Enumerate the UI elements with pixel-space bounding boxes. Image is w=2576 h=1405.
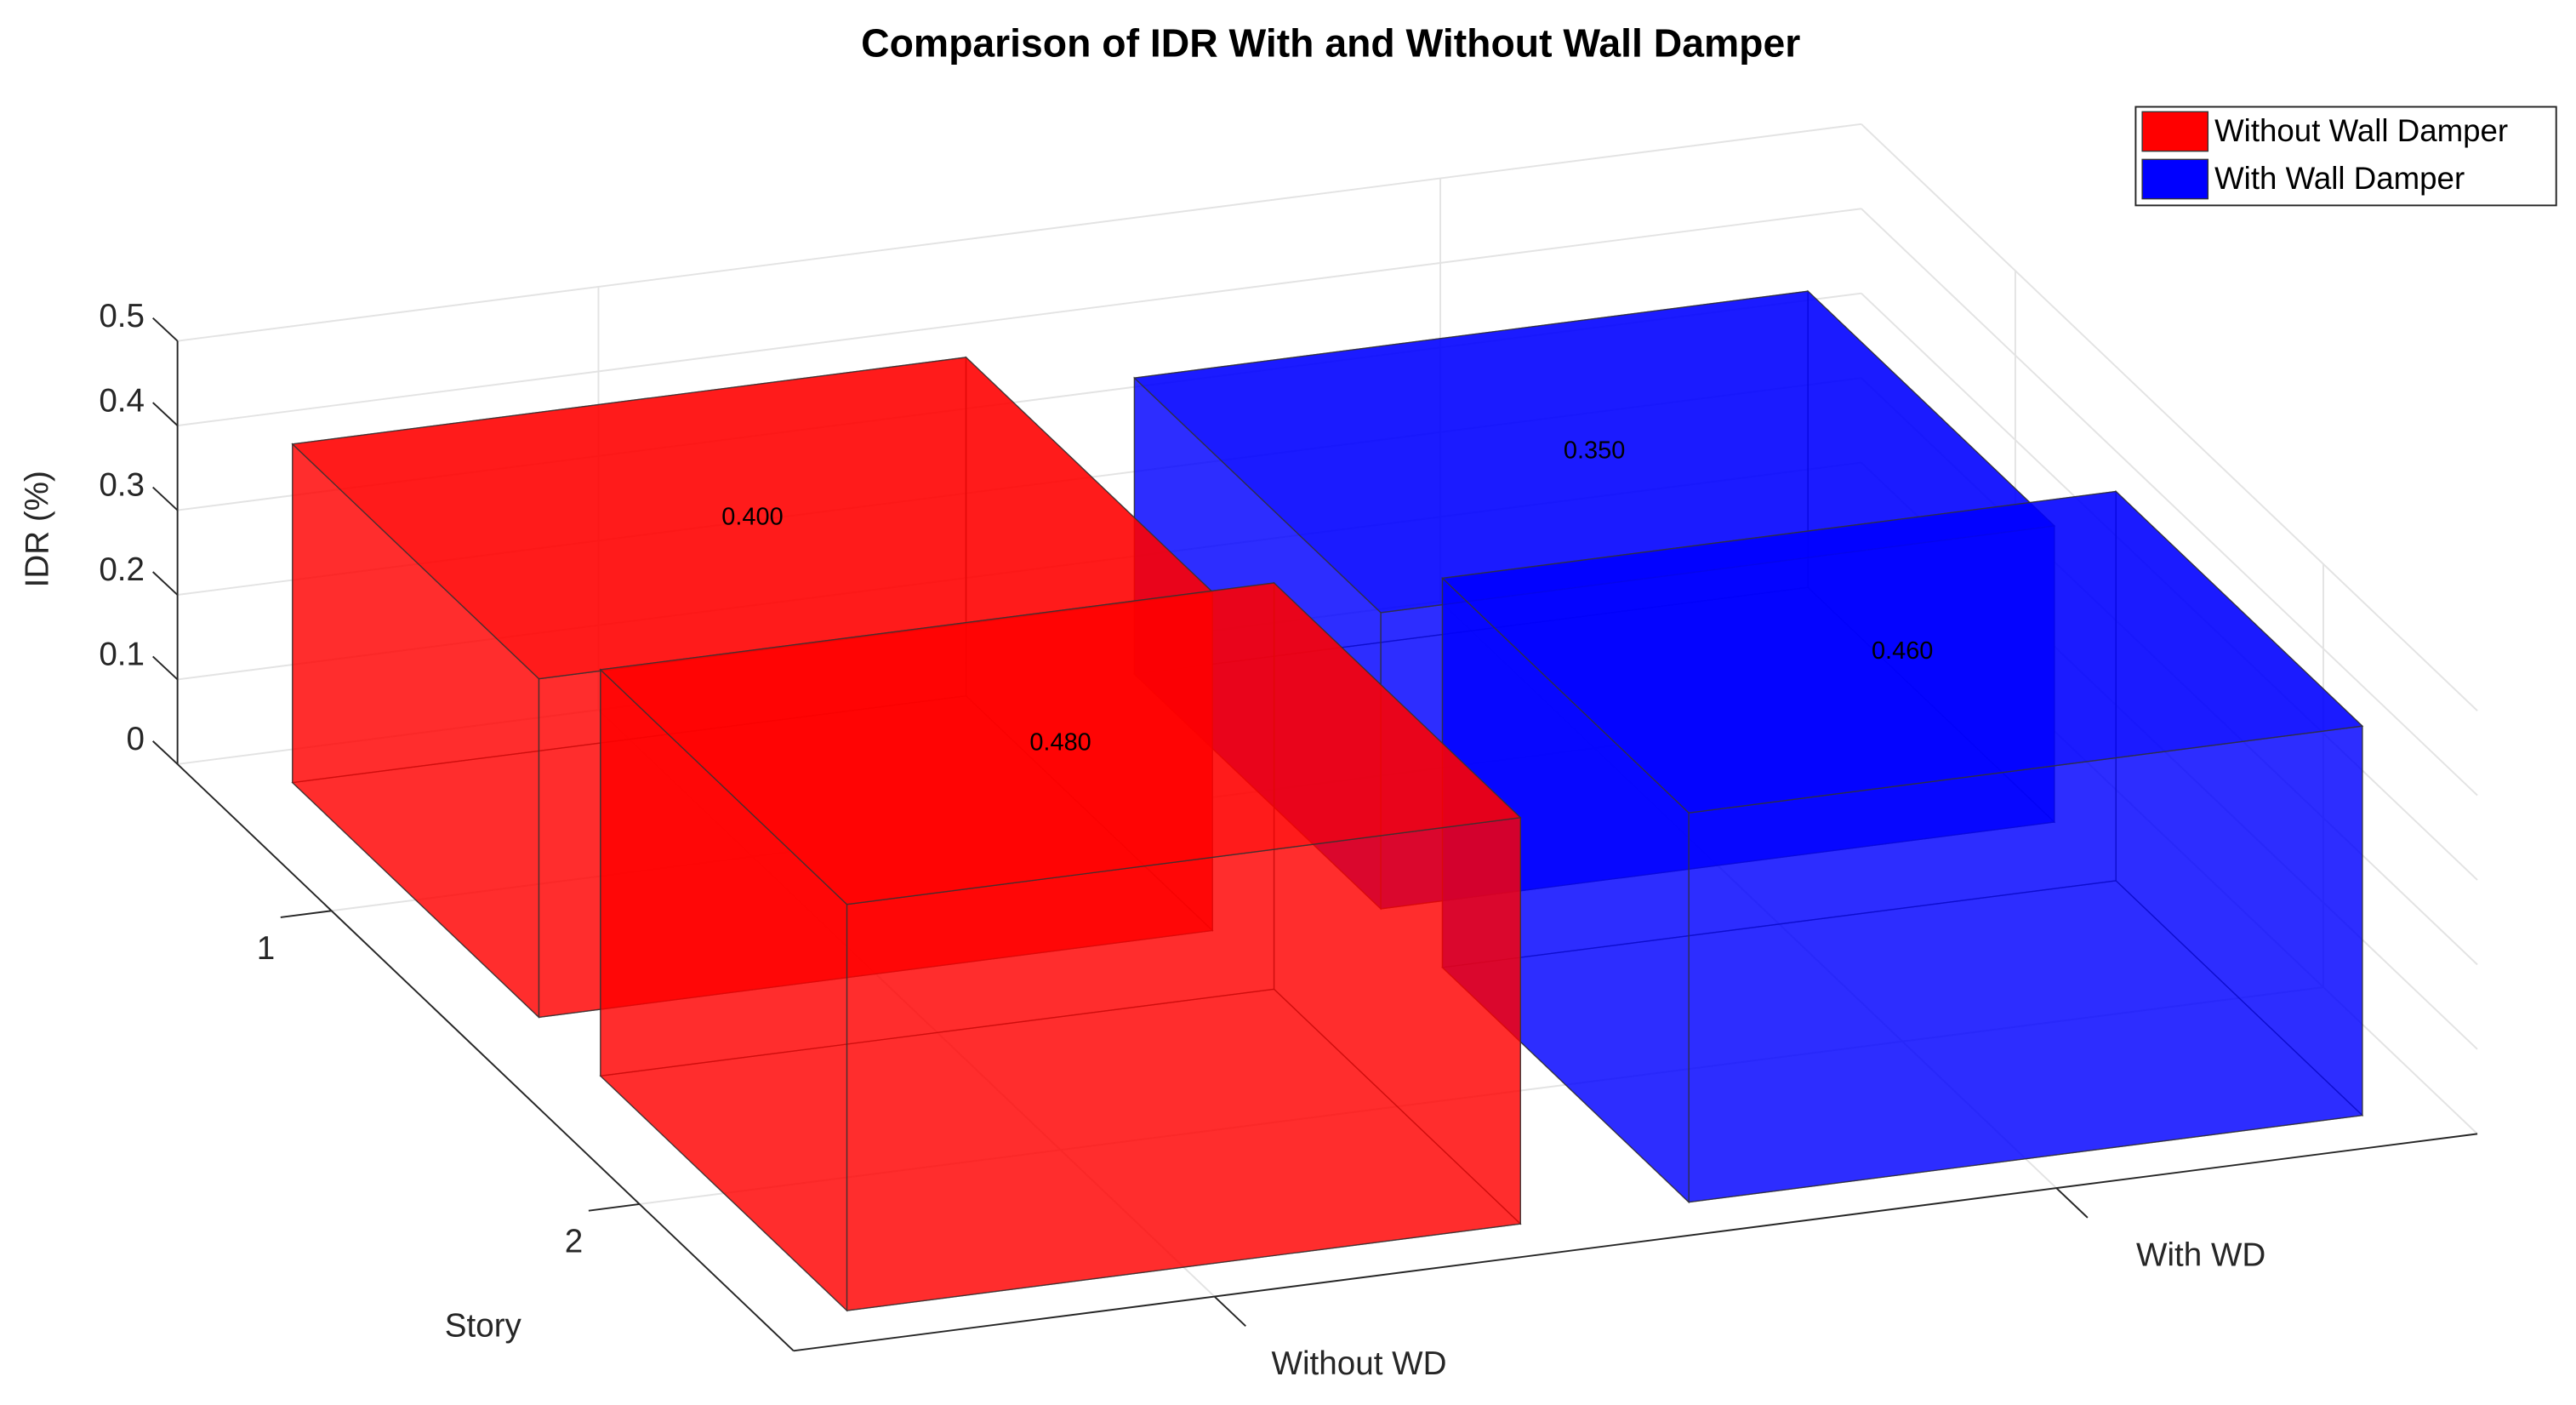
chart-title: Comparison of IDR With and Without Wall …: [861, 20, 1800, 65]
value-label: 0.400: [721, 503, 783, 530]
legend-label: Without Wall Damper: [2214, 113, 2508, 148]
legend-swatch: [2141, 158, 2209, 200]
z-tick-label: 0.5: [99, 298, 145, 334]
x-tick-label: Without WD: [1272, 1345, 1447, 1382]
bar-top: [1441, 490, 2364, 814]
x-tick: [1213, 1295, 1246, 1328]
z-tick-label: 0.2: [99, 551, 145, 588]
z-tick: [152, 571, 179, 596]
value-label: 0.350: [1564, 437, 1625, 465]
z-axis-label: IDR (%): [20, 471, 56, 587]
z-tick-label: 0.4: [99, 382, 145, 419]
bar-3d: [599, 581, 1522, 1312]
grid-line: [1861, 208, 2478, 797]
z-tick-label: 0.1: [99, 637, 145, 673]
y-axis: [176, 763, 795, 1351]
z-tick: [152, 486, 179, 511]
z-tick-label: 0: [127, 721, 145, 757]
bar-3d: [1441, 489, 2364, 1204]
x-axis: [793, 1133, 2478, 1352]
value-label: 0.480: [1029, 729, 1091, 757]
x-tick-label: With WD: [2136, 1237, 2265, 1273]
value-label: 0.460: [1872, 637, 1933, 665]
bar-top: [599, 582, 1522, 905]
z-tick-label: 0.3: [99, 467, 145, 504]
y-tick-label: 1: [257, 930, 275, 967]
y-axis-label: Story: [445, 1307, 522, 1344]
legend-swatch: [2141, 111, 2209, 152]
z-tick: [152, 655, 179, 681]
grid-line: [177, 208, 1862, 427]
y-tick: [280, 910, 332, 918]
y-tick: [588, 1202, 640, 1212]
x-tick: [2055, 1187, 2089, 1219]
y-tick-label: 2: [565, 1223, 583, 1259]
z-tick: [152, 740, 179, 765]
legend-label: With Wall Damper: [2214, 161, 2465, 196]
z-tick: [152, 317, 179, 342]
grid-line: [1861, 123, 2478, 711]
z-tick: [152, 402, 179, 426]
grid-line: [177, 123, 1862, 342]
